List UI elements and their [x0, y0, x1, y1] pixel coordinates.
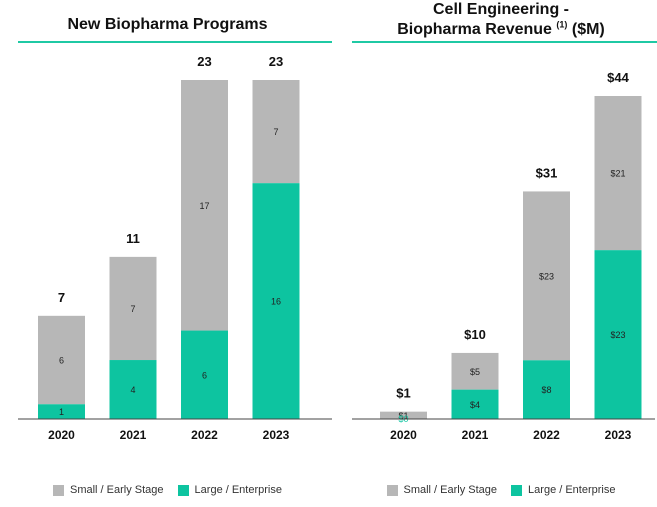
revenue-title-rule	[352, 41, 657, 43]
revenue-title-main: Biopharma Revenue	[397, 21, 552, 38]
value-label-small-2023: 7	[273, 127, 278, 137]
bar-small-2020	[38, 315, 85, 405]
value-label-small-2022: 17	[199, 201, 209, 211]
bar-small-2021	[451, 352, 499, 390]
bar-small-2023	[594, 96, 642, 251]
total-label-2021: 11	[126, 231, 140, 246]
value-label-small-2022: $23	[539, 271, 554, 281]
programs-chart-panel: New Biopharma Programs 6 1 7 2020 7 4 11 2021 17…	[0, 16, 335, 496]
value-label-small-2023: $21	[610, 169, 625, 179]
bar-small-2023	[252, 80, 300, 184]
total-label-2020: $1	[396, 386, 410, 401]
legend-label-large: Large / Enterprise	[194, 484, 282, 496]
legend-swatch-large	[511, 484, 523, 496]
legend-item-large: Large / Enterprise	[511, 484, 615, 496]
legend-item-small: Small / Early Stage	[386, 484, 498, 496]
revenue-title-line2: Biopharma Revenue (1) ($M)	[345, 20, 657, 40]
revenue-title-line1: Cell Engineering -	[432, 1, 569, 18]
revenue-legend: Small / Early Stage Large / Enterprise	[345, 484, 657, 496]
x-tick-label-2022: 2022	[533, 428, 560, 442]
value-label-small-2021: $5	[470, 367, 480, 377]
value-label-large-2022: $8	[541, 385, 551, 395]
x-tick-label-2022: 2022	[191, 428, 218, 442]
legend-label-large: Large / Enterprise	[528, 484, 616, 496]
value-label-small-2021: 7	[130, 304, 135, 314]
value-label-large-2023: 16	[271, 297, 281, 307]
programs-title-rule	[18, 41, 332, 43]
value-label-large-2020: 1	[59, 407, 64, 417]
programs-chart-title: New Biopharma Programs	[67, 16, 268, 33]
bar-small-2021	[109, 256, 157, 361]
total-label-2020: 7	[58, 290, 65, 305]
revenue-title-footnote: (1)	[556, 19, 568, 30]
bar-small-2022	[523, 191, 570, 361]
legend-item-small: Small / Early Stage	[53, 484, 164, 496]
revenue-title-unit: ($M)	[571, 21, 605, 38]
value-label-large-2021: 4	[130, 385, 135, 395]
legend-item-large: Large / Enterprise	[177, 484, 282, 496]
total-label-2021: $10	[464, 327, 486, 342]
total-label-2023: 23	[269, 54, 283, 69]
legend-swatch-small	[386, 484, 398, 496]
x-tick-label-2021: 2021	[120, 428, 147, 442]
value-label-small-2020: 6	[59, 356, 64, 366]
x-tick-label-2023: 2023	[605, 428, 632, 442]
legend-swatch-large	[177, 484, 189, 496]
bar-large-2023	[594, 250, 642, 419]
value-label-large-2022: 6	[202, 370, 207, 380]
x-tick-label-2021: 2021	[462, 428, 489, 442]
bar-small-2020	[380, 411, 427, 419]
legend-swatch-small	[53, 484, 64, 496]
legend-label-small: Small / Early Stage	[403, 484, 498, 496]
bar-large-2021	[109, 360, 157, 419]
programs-legend: Small / Early Stage Large / Enterprise	[0, 484, 335, 496]
legend-label-small: Small / Early Stage	[70, 484, 164, 496]
total-label-2022: $31	[536, 165, 558, 180]
revenue-chart-svg: $1$0$12020$5$4$102021$23$8$312022$21$23$…	[352, 70, 655, 442]
x-tick-label-2023: 2023	[263, 428, 290, 442]
total-label-2023: $44	[607, 70, 629, 85]
x-tick-label-2020: 2020	[390, 428, 417, 442]
bar-large-2021	[451, 389, 499, 419]
bar-large-2020	[38, 404, 85, 419]
value-label-small-2020: $1	[398, 411, 408, 421]
total-label-2022: 23	[197, 54, 211, 69]
x-tick-label-2020: 2020	[48, 428, 75, 442]
revenue-chart-panel: Cell Engineering - Biopharma Revenue (1)…	[345, 0, 657, 507]
bar-large-2022	[523, 360, 570, 419]
value-label-large-2021: $4	[470, 400, 480, 410]
bar-small-2022	[181, 80, 228, 331]
bar-large-2022	[181, 330, 228, 419]
revenue-chart-title: Cell Engineering - Biopharma Revenue (1)…	[345, 0, 657, 40]
value-label-large-2023: $23	[610, 330, 625, 340]
bar-large-2023	[252, 183, 300, 419]
